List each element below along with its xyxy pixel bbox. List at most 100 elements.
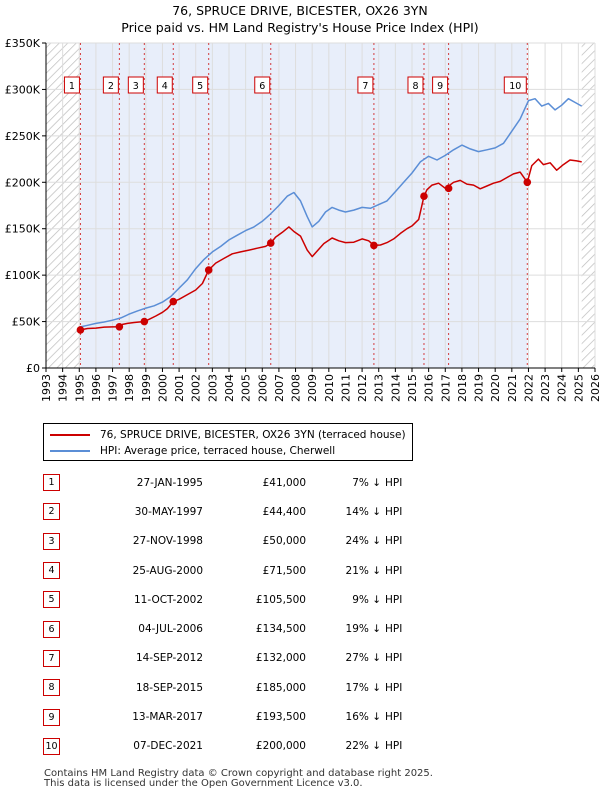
sale-point [204,266,213,274]
sale-hpi-diff: 16% ↓ [345,711,381,724]
x-tick-label: 2016 [423,374,436,402]
y-tick-label: £350K [5,37,41,50]
sale-date: 14-SEP-2012 [135,652,203,665]
sale-date: 11-OCT-2002 [134,593,203,606]
x-tick-label: 2014 [389,374,402,402]
legend-label-property: 76, SPRUCE DRIVE, BICESTER, OX26 3YN (te… [100,429,406,441]
sale-date: 18-SEP-2015 [135,681,203,694]
footer-copyright: Contains HM Land Registry data © Crown c… [44,768,433,779]
sale-hpi-label: HPI [385,623,403,636]
sale-date: 07-DEC-2021 [133,740,203,753]
sale-label: 2 [108,81,114,92]
footer: Contains HM Land Registry data © Crown c… [44,769,433,789]
table-row: 1 27-JAN-1995 £41,000 7% ↓ HPI [43,468,425,497]
sale-date: 30-MAY-1997 [134,505,203,518]
sale-point [523,178,532,187]
sale-point [115,322,124,331]
x-tick-label: 2020 [489,374,502,402]
sale-point [140,317,149,326]
sale-hpi-label: HPI [385,652,403,665]
y-tick-label: £250K [5,130,41,143]
sale-label-box [102,76,119,94]
sale-hpi-diff: 21% ↓ [345,564,381,577]
sale-point [444,184,453,193]
sale-price: £71,500 [262,564,306,577]
sale-label: 7 [362,81,368,92]
table-row: 2 30-MAY-1997 £44,400 14% ↓ HPI [43,497,425,526]
sale-number-cell: 5 [43,585,83,614]
x-tick-label: 2011 [339,374,352,402]
x-tick-label: 2004 [223,374,236,402]
y-tick-label: £150K [5,223,41,236]
sale-label: 10 [509,81,521,92]
sale-point [169,297,178,306]
sale-hpi-label: HPI [385,505,403,518]
x-tick-label: 2010 [323,374,336,402]
chart-legend: 76, SPRUCE DRIVE, BICESTER, OX26 3YN (te… [43,423,413,461]
price-chart: 1 2 3 4 5 6 7 8 9 10 £0 £50K £100K £150K £200K £250K £3… [5,37,600,402]
sale-number: 8 [43,679,60,697]
sale-label: 5 [197,81,203,92]
sale-number: 2 [43,503,60,521]
x-tick-label: 2025 [572,374,585,402]
sale-number: 3 [43,532,60,550]
x-tick-label: 2001 [173,374,186,402]
table-row: 6 04-JUL-2006 £134,500 19% ↓ HPI [43,614,425,643]
sale-label: 8 [412,81,418,92]
sale-hpi-label: HPI [385,711,403,724]
sale-price: £44,400 [262,505,306,518]
x-tick-label: 2021 [506,374,519,402]
sale-price: £134,500 [255,623,306,636]
sale-point [420,192,428,201]
legend-swatch-hpi [50,450,90,452]
sale-label-box [432,76,449,94]
sale-hpi-diff: 24% ↓ [345,535,381,548]
sale-label-box [254,76,271,94]
sale-number-cell: 2 [43,497,83,526]
x-tick-label: 2026 [589,374,600,402]
y-tick-label: £300K [5,83,41,96]
sale-label-box [127,76,144,94]
sale-number-cell: 3 [43,527,83,556]
sale-number: 5 [43,591,60,609]
x-tick-label: 2000 [156,374,169,402]
sale-hpi-diff: 22% ↓ [345,740,381,753]
property-price-line [80,158,582,331]
x-tick-label: 1997 [107,374,120,402]
sale-label-box [357,76,374,94]
x-tick-label: 2005 [240,374,253,402]
sale-price: £193,500 [255,711,306,724]
y-tick-label: £0 [26,362,40,375]
y-tick-label: £200K [5,176,41,189]
sale-number-cell: 10 [43,732,83,761]
y-tick-label: £100K [5,269,41,282]
sale-hpi-diff: 27% ↓ [345,652,381,665]
table-row: 5 11-OCT-2002 £105,500 9% ↓ HPI [43,585,425,614]
sale-date: 25-AUG-2000 [132,564,203,577]
sale-number: 7 [43,649,60,667]
x-tick-label: 2003 [206,374,219,402]
sale-number-cell: 9 [43,702,83,731]
sale-price: £41,000 [262,476,306,489]
sale-label: 6 [259,81,265,92]
sale-number: 9 [43,708,60,726]
x-tick-label: 2015 [406,374,419,402]
sale-label-box [156,76,173,94]
sale-label-box [192,76,209,94]
x-tick-label: 1993 [40,374,53,402]
hatched-region [581,43,595,368]
x-tick-label: 2002 [190,374,203,402]
x-tick-label: 2023 [539,374,552,402]
sale-number: 6 [43,620,60,638]
sale-price: £50,000 [262,535,306,548]
sale-label-box [407,76,424,94]
sale-hpi-label: HPI [385,681,403,694]
sale-number: 10 [43,737,60,755]
sale-number-cell: 1 [43,468,83,497]
sale-hpi-diff: 19% ↓ [345,623,381,636]
table-row: 9 13-MAR-2017 £193,500 16% ↓ HPI [43,702,425,731]
legend-label-hpi: HPI: Average price, terraced house, Cher… [100,445,336,457]
chart-title: 76, SPRUCE DRIVE, BICESTER, OX26 3YN [172,3,428,18]
sale-label: 4 [162,81,168,92]
sale-label: 1 [69,81,75,92]
